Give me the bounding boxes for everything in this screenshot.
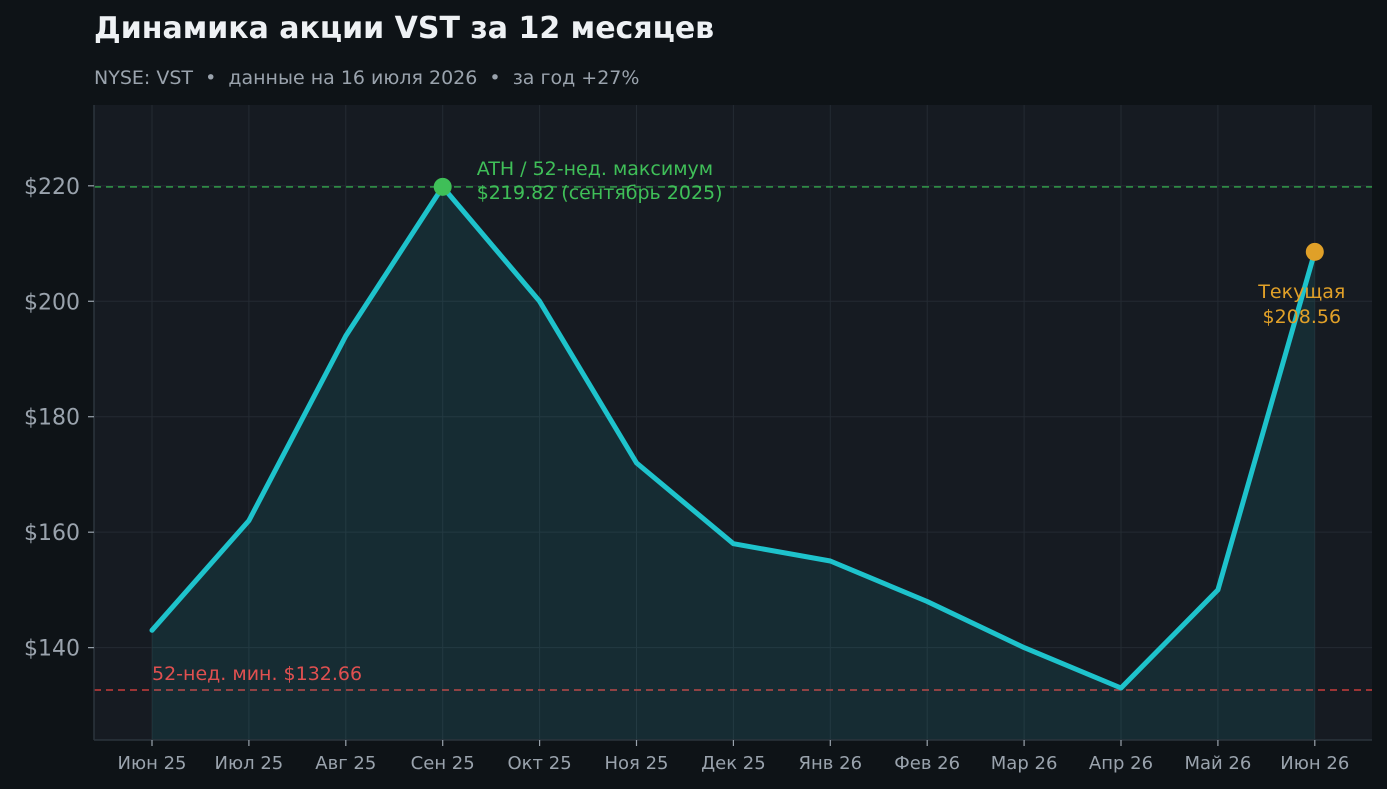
price-area-fill bbox=[152, 186, 1315, 740]
x-tick-label: Июн 25 bbox=[117, 753, 186, 774]
y-tick-label: $140 bbox=[24, 637, 80, 662]
annotations: ATH / 52-нед. максимум $219.82 (сентябрь… bbox=[152, 158, 1345, 685]
current-label-line1: Текущая bbox=[1257, 281, 1345, 303]
x-tick-label: Окт 25 bbox=[508, 753, 572, 774]
x-tick-label: Ноя 25 bbox=[604, 753, 668, 774]
reference-lines bbox=[94, 185, 1372, 691]
x-tick-label: Авг 25 bbox=[315, 753, 376, 774]
y-tick-label: $220 bbox=[24, 175, 80, 200]
x-tick-label: Май 26 bbox=[1184, 753, 1251, 774]
ath-label-line2: $219.82 (сентябрь 2025) bbox=[477, 182, 723, 204]
x-tick-label: Фев 26 bbox=[894, 753, 960, 774]
x-tick-label: Июн 26 bbox=[1280, 753, 1349, 774]
x-axis-ticks: Июн 25 Июл 25 Авг 25 Сен 25 Окт 25 Ноя 25 Дек … bbox=[117, 740, 1349, 774]
chart-title: Динамика акции VST за 12 месяцев bbox=[94, 11, 714, 46]
y-tick-label: $180 bbox=[24, 406, 80, 431]
x-tick-label: Апр 26 bbox=[1089, 753, 1153, 774]
x-tick-label: Сен 25 bbox=[411, 753, 475, 774]
x-tick-label: Дек 25 bbox=[701, 753, 766, 774]
current-price-marker bbox=[1305, 242, 1324, 261]
x-tick-label: Мар 26 bbox=[991, 753, 1058, 774]
y-tick-label: $200 bbox=[24, 290, 80, 315]
ath-label-line1: ATH / 52-нед. максимум bbox=[477, 158, 713, 180]
y-tick-label: $160 bbox=[24, 521, 80, 546]
price-line bbox=[149, 184, 1318, 691]
ath-marker bbox=[433, 177, 452, 196]
grid bbox=[94, 105, 1372, 740]
current-label-line2: $208.56 bbox=[1263, 306, 1342, 328]
x-tick-label: Июл 25 bbox=[215, 753, 284, 774]
min-label: 52-нед. мин. $132.66 bbox=[152, 663, 362, 685]
y-axis-ticks: $140 $160 $180 $200 $220 bbox=[24, 175, 94, 662]
x-tick-label: Янв 26 bbox=[799, 753, 863, 774]
chart-subtitle: NYSE: VST • данные на 16 июля 2026 • за … bbox=[94, 67, 639, 89]
